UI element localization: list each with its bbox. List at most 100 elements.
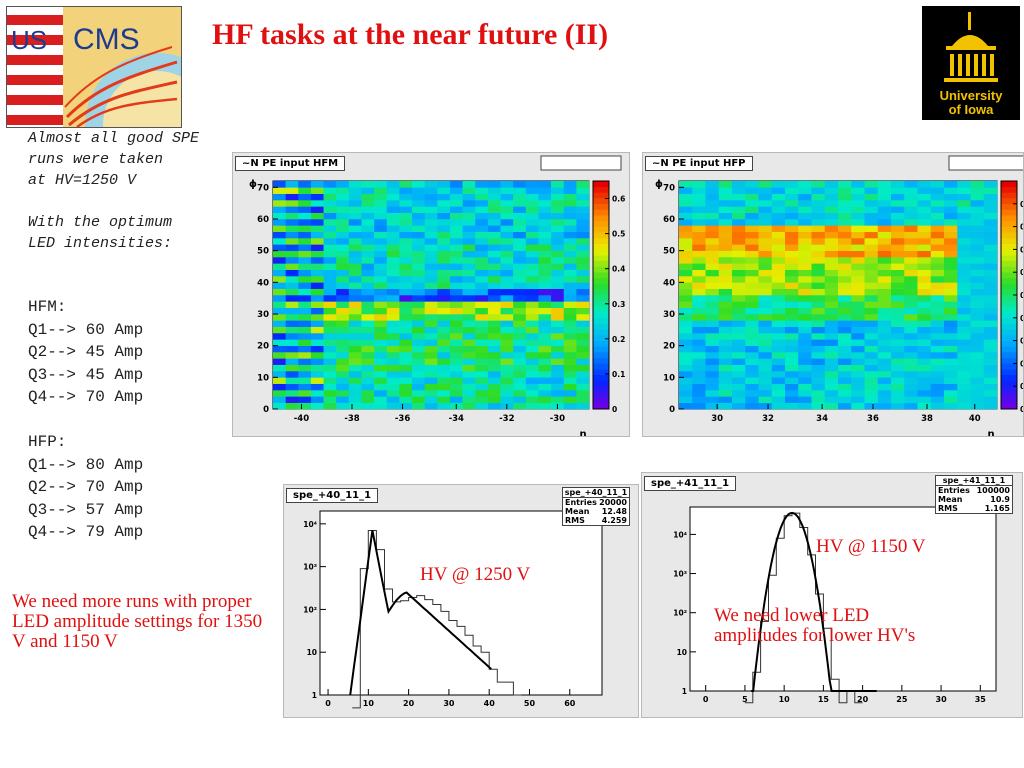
- y-tick-label: 40: [663, 278, 675, 288]
- heatmap-cell: [904, 187, 918, 194]
- heatmap-cell: [851, 206, 865, 213]
- heatmap-cell: [424, 396, 438, 403]
- heatmap-cell: [424, 257, 438, 264]
- heatmap-cell: [904, 396, 918, 403]
- us-cms-logo: US CMS: [6, 6, 182, 128]
- heatmap-cell: [983, 225, 998, 232]
- z-tick-label: 0.1: [1020, 359, 1023, 368]
- heatmap-cell: [449, 212, 463, 220]
- heatmap-cell: [336, 402, 350, 410]
- heatmap-cell: [361, 358, 375, 365]
- heatmap-cell: [462, 314, 476, 321]
- heatmap-cell: [462, 238, 476, 245]
- heatmap-cell: [437, 364, 451, 372]
- heatmap-cell: [705, 276, 720, 283]
- heatmap-cell: [838, 402, 852, 410]
- heatmap-cell: [824, 307, 839, 315]
- heatmap-cell: [298, 212, 312, 220]
- heatmap-cell: [551, 333, 565, 340]
- heatmap-cell: [930, 282, 945, 289]
- heatmap-cell: [917, 320, 932, 327]
- heatmap-cell: [692, 263, 706, 270]
- heatmap-cell: [525, 219, 539, 226]
- heatmap-cell: [424, 187, 438, 194]
- heatmap-cell: [745, 320, 759, 327]
- heatmap-cell: [298, 301, 312, 308]
- heatmap-cell: [891, 212, 905, 220]
- heatmap-cell: [718, 282, 733, 289]
- heatmap-cell: [983, 371, 998, 378]
- heatmap-cell: [513, 396, 527, 403]
- heatmap-cell: [513, 269, 527, 277]
- heatmap-cell: [563, 250, 577, 258]
- heatmap-cell: [374, 181, 388, 188]
- heatmap-cell: [917, 282, 932, 289]
- heatmap-cell: [273, 263, 286, 270]
- heatmap-cell: [273, 326, 286, 334]
- heatmap-cell: [475, 314, 489, 321]
- x-tick-label: 36: [867, 414, 879, 424]
- heatmap-cell: [944, 288, 958, 296]
- z-tick-label: 0.4: [612, 265, 625, 274]
- heatmap-cell: [374, 231, 388, 239]
- color-bar-segment: [593, 249, 609, 256]
- heatmap-cell: [824, 276, 839, 283]
- color-bar-segment: [1001, 306, 1017, 313]
- heatmap-cell: [576, 301, 590, 308]
- heatmap-cell: [891, 238, 905, 245]
- heatmap-cell: [692, 238, 706, 245]
- heatmap-cell: [348, 206, 362, 213]
- heatmap-cell: [785, 301, 799, 308]
- heatmap-cell: [745, 257, 759, 264]
- heatmap-cell: [386, 383, 400, 391]
- heatmap-cell: [513, 276, 527, 283]
- heatmap-cell: [285, 295, 299, 302]
- heatmap-cell: [811, 307, 826, 315]
- heatmap-cell: [323, 396, 337, 403]
- heatmap-cell: [679, 269, 693, 277]
- heatmap-cell: [785, 257, 799, 264]
- color-bar-segment: [593, 363, 609, 370]
- heatmap-cell: [551, 377, 565, 384]
- heatmap-cell: [851, 314, 865, 321]
- heatmap-cell: [424, 219, 438, 226]
- heatmap-cell: [732, 288, 746, 296]
- heatmap-cell: [386, 396, 400, 403]
- heatmap-cell: [944, 219, 958, 226]
- heatmap-cell: [864, 345, 879, 353]
- spe41-stat-value: 10.9: [990, 495, 1010, 504]
- heatmap-cell: [437, 358, 451, 365]
- heatmap-cell: [838, 206, 852, 213]
- heatmap-cell: [944, 326, 958, 334]
- heatmap-cell: [851, 301, 865, 308]
- heatmap-cell: [811, 250, 826, 258]
- heatmap-cell: [705, 326, 720, 334]
- heatmap-cell: [336, 231, 350, 239]
- heatmap-cell: [970, 371, 985, 378]
- heatmap-cell: [348, 307, 362, 315]
- heatmap-cell: [838, 396, 852, 403]
- heatmap-cell: [891, 402, 905, 410]
- heatmap-cell: [771, 206, 786, 213]
- heatmap-cell: [917, 371, 932, 378]
- heatmap-cell: [475, 301, 489, 308]
- heatmap-cell: [298, 352, 312, 359]
- heatmap-cell: [563, 269, 577, 277]
- heatmap-cell: [285, 345, 299, 353]
- heatmap-cell: [538, 333, 552, 340]
- heatmap-cell: [771, 269, 786, 277]
- heatmap-cell: [904, 345, 918, 353]
- heatmap-cell: [917, 212, 932, 220]
- heatmap-cell: [864, 326, 879, 334]
- heatmap-cell: [374, 339, 388, 346]
- heatmap-cell: [811, 301, 826, 308]
- heatmap-cell: [957, 288, 971, 296]
- heatmap-cell: [386, 219, 400, 226]
- heatmap-cell: [930, 314, 945, 321]
- color-bar-segment: [593, 317, 609, 324]
- heatmap-cell: [692, 326, 706, 334]
- heatmap-cell: [745, 282, 759, 289]
- heatmap-cell: [475, 352, 489, 359]
- heatmap-cell: [970, 301, 985, 308]
- fit-curve: [751, 511, 877, 692]
